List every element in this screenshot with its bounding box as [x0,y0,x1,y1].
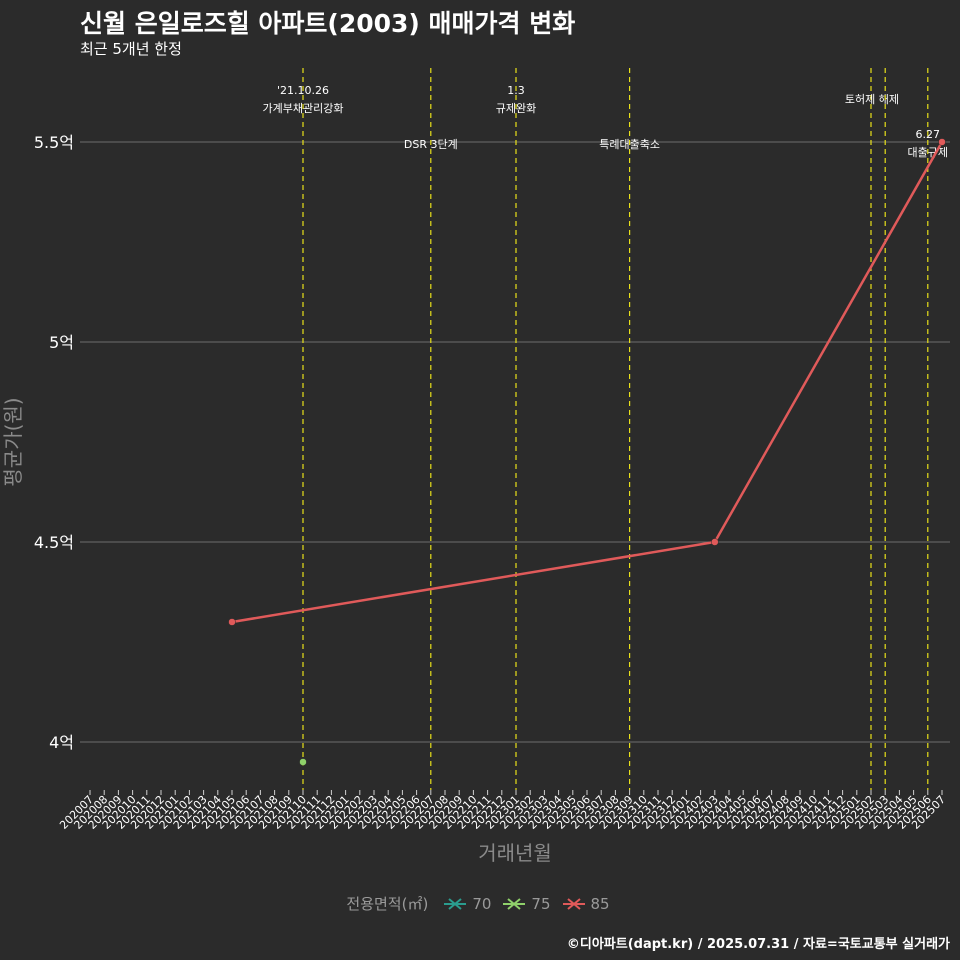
legend-key-70 [444,897,467,910]
legend-title: 전용면적(㎡) [346,895,429,913]
y-tick-label: 5억 [49,333,74,352]
source-caption: ©디아파트(dapt.kr) / 2025.07.31 / 자료=국토교통부 실… [566,937,950,952]
data-point-85 [228,618,236,626]
gridlines [80,141,950,743]
legend-item-85: 85 [561,894,610,914]
data-point-85 [711,538,719,546]
event-label: 대출규제 [908,146,948,159]
x-axis-label: 거래년월 [478,841,552,865]
legend-key-75 [503,897,526,910]
event-label: DSR 3단계 [404,138,458,151]
y-tick-label: 4억 [49,733,74,752]
chart-title: 신월 은일로즈힐 아파트(2003) 매매가격 변화 [80,9,576,38]
y-tick-label: 5.5억 [34,133,74,152]
x-axis-ticks: 2020072020082020092020102020112020122021… [57,790,948,832]
event-label: 특례대출축소 [599,138,660,151]
y-axis-label: 평균가(원) [1,397,25,486]
data-point-75 [299,758,307,766]
event-label: 규제완화 [496,102,536,115]
legend: 전용면적(㎡) 70 75 85 [0,893,960,914]
legend-label-75: 75 [531,894,551,913]
y-axis-ticks: 4억 4.5억 5억 5.5억 [34,133,74,752]
event-label: '21.10.26 [277,84,329,97]
data-point-85 [938,138,946,146]
event-label: 가계부채관리강화 [263,102,344,115]
legend-item-75: 75 [501,894,551,914]
y-tick-label: 4.5억 [34,533,74,552]
series-line-85 [231,141,944,624]
legend-label-70: 70 [472,894,492,913]
event-label: 1.3 [507,84,525,97]
chart-subtitle: 최근 5개년 한정 [80,40,182,58]
series [228,138,946,766]
event-label: 6.27 [916,128,941,141]
legend-item-70: 70 [442,894,491,914]
event-label: 토허제 해제 [845,92,899,106]
legend-label-85: 85 [590,894,610,913]
legend-key-85 [562,897,585,910]
